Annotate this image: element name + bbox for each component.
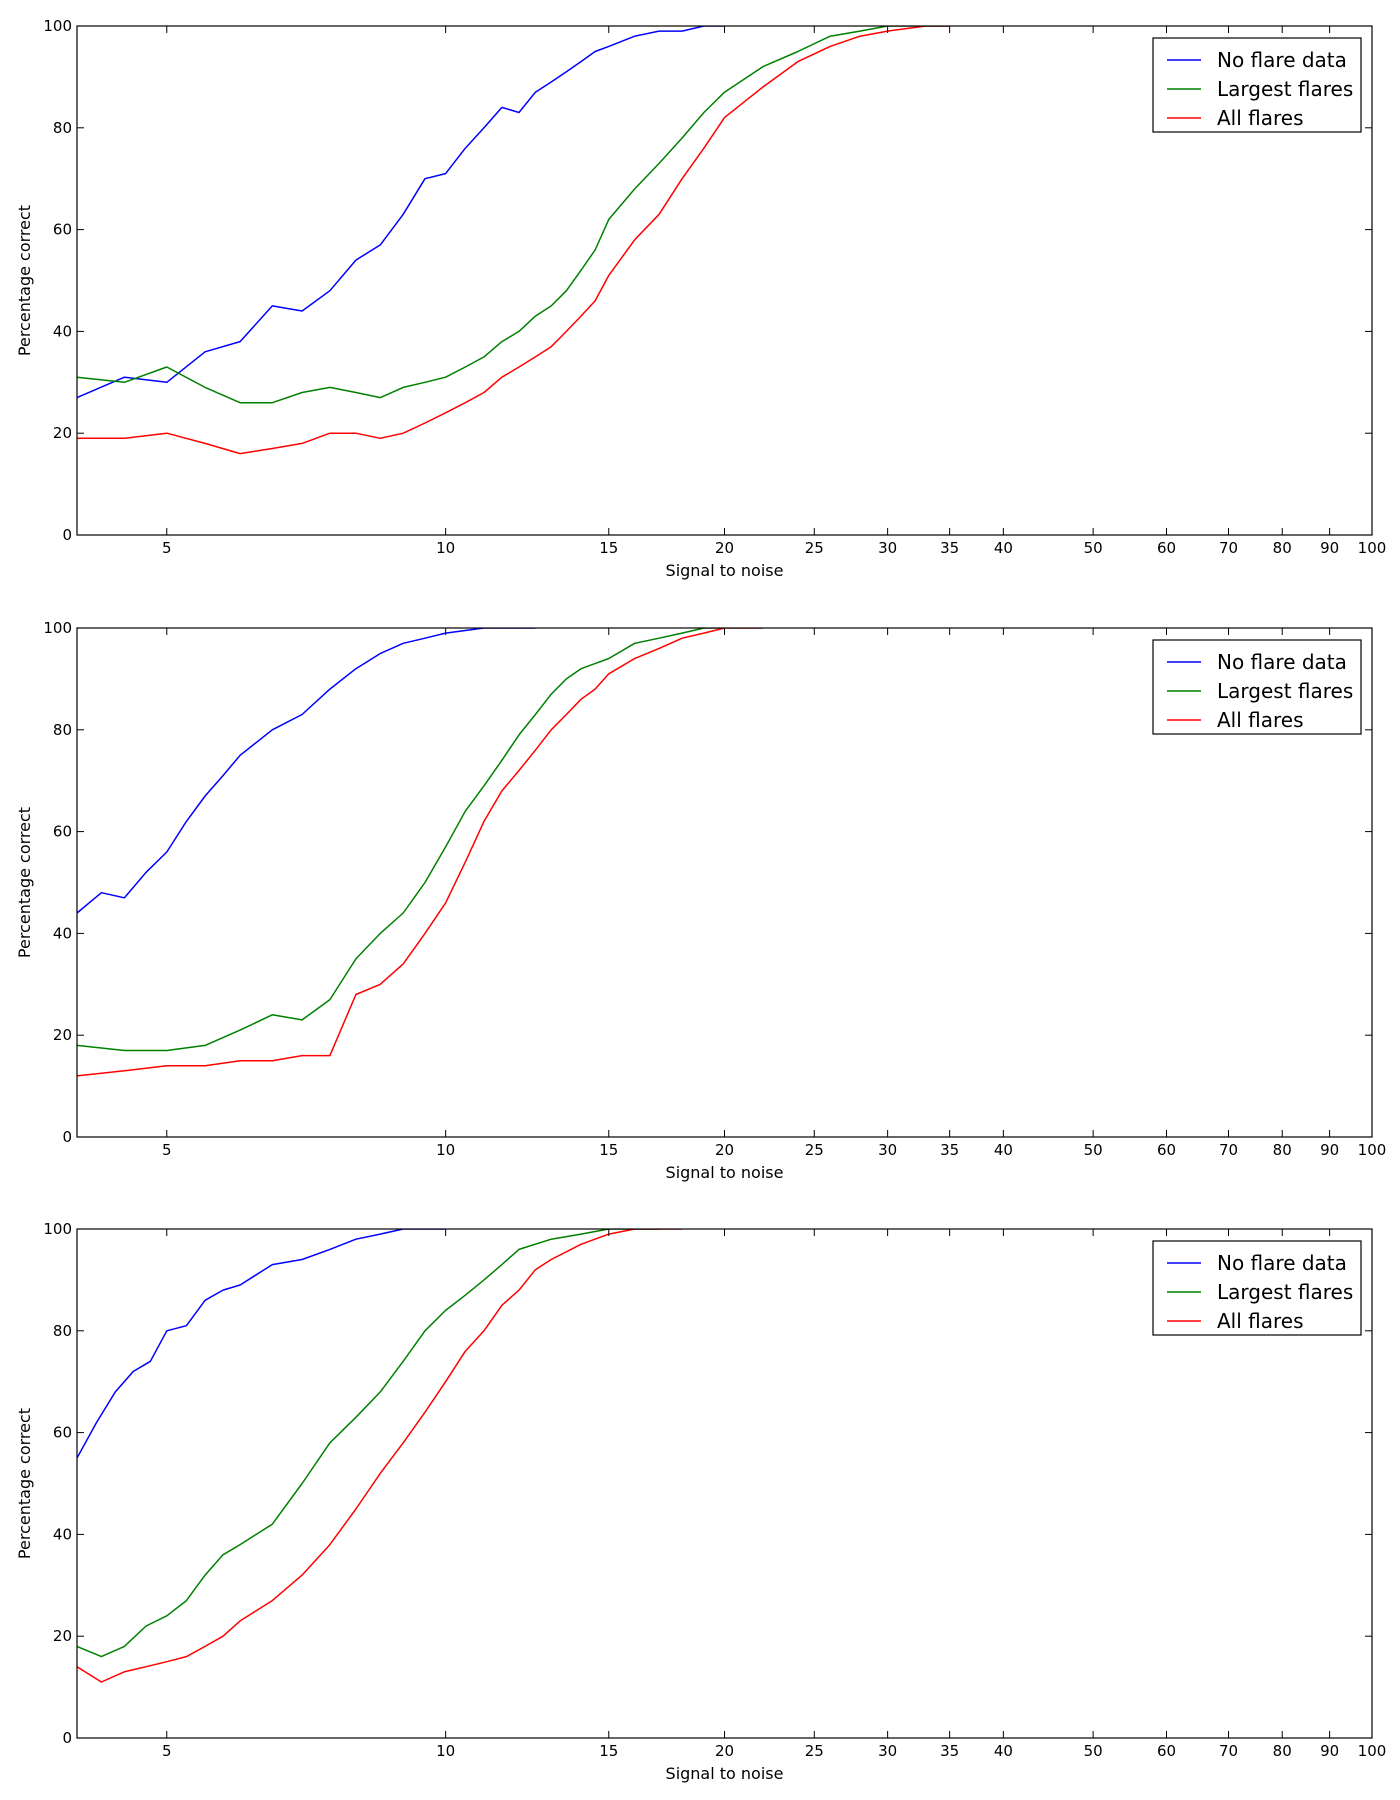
x-tick-label: 5 <box>162 1141 172 1159</box>
x-tick-label: 20 <box>715 1742 734 1760</box>
x-tick-label: 40 <box>994 1141 1013 1159</box>
legend: No flare data Largest flares All flares <box>1152 37 1362 133</box>
x-tick-label: 90 <box>1320 1141 1339 1159</box>
y-axis-label: Percentage correct <box>15 807 34 958</box>
x-tick-label: 30 <box>878 1742 897 1760</box>
series-line-2 <box>77 26 950 404</box>
x-axis-label: Signal to noise <box>666 1764 784 1783</box>
legend-entry: Largest flares <box>1217 679 1353 703</box>
series-line-1 <box>77 628 536 914</box>
y-tick-label: 40 <box>53 924 72 942</box>
legend-box <box>1152 37 1362 133</box>
x-tick-label: 70 <box>1219 539 1238 557</box>
y-tick-label: 40 <box>53 1525 72 1543</box>
legend-entry: All flares <box>1217 106 1304 130</box>
x-tick-label: 5 <box>162 539 172 557</box>
series-line-2 <box>77 1229 660 1658</box>
chart-panel-1: 5 10 15 20 25 30 35 40 50 60 70 80 90 100 0 20 40 60 80 100… <box>15 17 1386 580</box>
x-tick-label: 50 <box>1084 1141 1103 1159</box>
x-tick-label: 25 <box>805 539 824 557</box>
x-tick-label: 15 <box>599 539 618 557</box>
x-tick-label: 80 <box>1273 1141 1292 1159</box>
y-tick-label: 40 <box>53 322 72 340</box>
x-tick-label: 100 <box>1358 539 1387 557</box>
series-line-3 <box>77 1229 683 1683</box>
x-tick-label: 30 <box>878 1141 897 1159</box>
legend-box <box>1152 639 1362 735</box>
legend: No flare data Largest flares All flares <box>1152 639 1362 735</box>
y-tick-label: 20 <box>53 1627 72 1645</box>
x-tick-label: 90 <box>1320 539 1339 557</box>
series-line-1 <box>77 1229 446 1459</box>
x-tick-label: 90 <box>1320 1742 1339 1760</box>
y-tick-label: 60 <box>53 1424 72 1442</box>
x-tick-label: 25 <box>805 1742 824 1760</box>
y-tick-label: 100 <box>43 1220 72 1238</box>
x-axis-label: Signal to noise <box>666 561 784 580</box>
legend-entry: Largest flares <box>1217 77 1353 101</box>
x-tick-label: 15 <box>599 1141 618 1159</box>
series-line-1 <box>77 26 725 399</box>
x-tick-label: 30 <box>878 539 897 557</box>
y-tick-label: 80 <box>53 721 72 739</box>
chart-panel-2: 5 10 15 20 25 30 35 40 50 60 70 80 90 100 0 20 40 60 80 100… <box>15 619 1386 1182</box>
legend-entry: Largest flares <box>1217 1280 1353 1304</box>
x-tick-label: 60 <box>1157 1141 1176 1159</box>
x-tick-label: 50 <box>1084 1742 1103 1760</box>
legend-entry: No flare data <box>1217 1251 1347 1275</box>
x-tick-label: 10 <box>436 539 455 557</box>
x-tick-label: 70 <box>1219 1742 1238 1760</box>
x-axis-label: Signal to noise <box>666 1163 784 1182</box>
x-tick-label: 20 <box>715 1141 734 1159</box>
x-tick-label: 5 <box>162 1742 172 1760</box>
legend-entry: No flare data <box>1217 48 1347 72</box>
legend: No flare data Largest flares All flares <box>1152 1240 1362 1336</box>
y-tick-label: 60 <box>53 823 72 841</box>
y-axis-label: Percentage correct <box>15 1408 34 1559</box>
y-tick-label: 80 <box>53 119 72 137</box>
chart-panel-3: 5 10 15 20 25 30 35 40 50 60 70 80 90 100 0 20 40 60 80 100… <box>15 1220 1386 1783</box>
x-tick-label: 40 <box>994 1742 1013 1760</box>
x-tick-label: 35 <box>940 1742 959 1760</box>
y-tick-label: 20 <box>53 424 72 442</box>
y-tick-label: 60 <box>53 221 72 239</box>
series-line-3 <box>77 628 763 1077</box>
x-tick-label: 80 <box>1273 1742 1292 1760</box>
legend-entry: All flares <box>1217 1309 1304 1333</box>
x-tick-label: 60 <box>1157 539 1176 557</box>
x-tick-label: 80 <box>1273 539 1292 557</box>
x-tick-label: 35 <box>940 1141 959 1159</box>
series-line-3 <box>77 26 950 455</box>
legend-box <box>1152 1240 1362 1336</box>
y-tick-label: 100 <box>43 17 72 35</box>
x-tick-label: 20 <box>715 539 734 557</box>
x-tick-label: 10 <box>436 1141 455 1159</box>
y-tick-label: 100 <box>43 619 72 637</box>
x-tick-label: 35 <box>940 539 959 557</box>
y-tick-label: 80 <box>53 1322 72 1340</box>
x-tick-label: 40 <box>994 539 1013 557</box>
y-tick-label: 20 <box>53 1026 72 1044</box>
x-tick-label: 50 <box>1084 539 1103 557</box>
x-tick-label: 15 <box>599 1742 618 1760</box>
y-tick-label: 0 <box>62 1128 72 1146</box>
y-tick-label: 0 <box>62 526 72 544</box>
x-tick-label: 60 <box>1157 1742 1176 1760</box>
y-axis-label: Percentage correct <box>15 205 34 356</box>
y-tick-label: 0 <box>62 1729 72 1747</box>
x-tick-label: 25 <box>805 1141 824 1159</box>
x-tick-label: 70 <box>1219 1141 1238 1159</box>
series-line-2 <box>77 628 725 1052</box>
legend-entry: No flare data <box>1217 650 1347 674</box>
legend-entry: All flares <box>1217 708 1304 732</box>
x-tick-label: 100 <box>1358 1141 1387 1159</box>
x-tick-label: 100 <box>1358 1742 1387 1760</box>
x-tick-label: 10 <box>436 1742 455 1760</box>
